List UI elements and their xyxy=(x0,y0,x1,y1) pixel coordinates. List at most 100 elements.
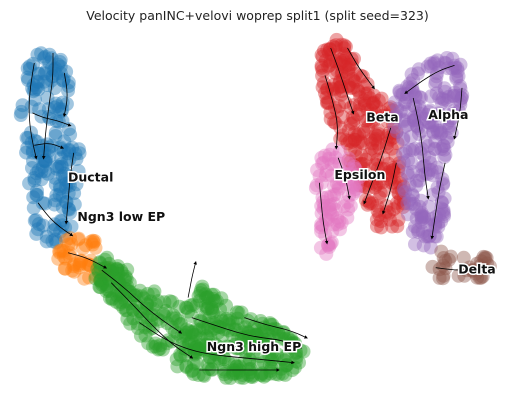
cell-point xyxy=(442,121,456,136)
cell-point xyxy=(289,345,304,360)
cell-point xyxy=(348,67,363,82)
cell-point xyxy=(209,294,224,309)
cell-point xyxy=(432,270,447,285)
cell-point xyxy=(393,104,408,119)
cell-point xyxy=(220,339,235,354)
cell-point xyxy=(322,199,337,214)
cell-point xyxy=(474,254,489,269)
cell-point xyxy=(321,238,335,253)
cell-point xyxy=(135,307,150,322)
cell-point xyxy=(366,95,381,110)
cell-point xyxy=(327,196,342,211)
cell-point xyxy=(264,345,279,360)
streamline xyxy=(347,47,375,90)
cell-point xyxy=(63,231,78,246)
cell-point xyxy=(223,311,237,326)
cell-point xyxy=(270,347,285,362)
cell-point xyxy=(397,196,411,211)
cell-point xyxy=(243,369,258,384)
cell-point xyxy=(130,316,145,331)
cell-point xyxy=(357,93,372,108)
cell-point xyxy=(451,268,466,283)
cell-point xyxy=(413,145,428,160)
cell-point xyxy=(165,334,179,349)
cell-point xyxy=(118,294,133,309)
cell-point xyxy=(450,64,465,78)
cell-point xyxy=(320,95,335,110)
cell-point xyxy=(341,57,356,72)
cell-point xyxy=(323,205,338,220)
cell-point xyxy=(387,95,402,110)
cell-point xyxy=(54,157,69,172)
cell-point xyxy=(429,69,444,84)
cell-point xyxy=(204,362,219,377)
cell-point xyxy=(368,106,383,121)
cell-point xyxy=(214,291,229,306)
cell-point xyxy=(113,297,128,311)
cell-point xyxy=(320,42,335,57)
cluster-label-epsilon: Epsilon xyxy=(334,167,385,182)
cell-point xyxy=(178,325,193,340)
cell-point xyxy=(165,311,180,326)
cell-point xyxy=(392,83,407,98)
cell-point xyxy=(411,225,426,240)
cell-point xyxy=(379,139,394,154)
cell-point xyxy=(332,156,347,171)
cell-point xyxy=(408,90,423,104)
cell-point xyxy=(409,173,424,188)
cell-point xyxy=(316,155,331,170)
cell-point xyxy=(396,155,411,170)
cell-point xyxy=(358,86,373,101)
cell-point xyxy=(388,110,403,125)
cell-point xyxy=(222,317,236,332)
cell-point xyxy=(159,336,174,351)
cell-point xyxy=(370,203,385,218)
cell-point xyxy=(343,142,358,157)
cell-point xyxy=(71,142,86,157)
cell-point xyxy=(339,133,354,148)
cell-point xyxy=(414,193,428,208)
cell-point xyxy=(205,303,220,317)
cell-point xyxy=(323,112,338,126)
cell-point xyxy=(383,170,398,185)
cell-point xyxy=(422,150,437,165)
cell-point xyxy=(118,269,133,284)
cell-point xyxy=(102,283,117,298)
cell-point xyxy=(409,119,424,134)
cell-point xyxy=(435,91,450,106)
cell-point xyxy=(30,222,45,237)
cell-point xyxy=(391,159,406,174)
cell-point xyxy=(116,300,131,315)
cell-point xyxy=(440,93,455,108)
cell-point xyxy=(405,164,420,179)
cell-point xyxy=(362,196,377,211)
cell-point xyxy=(437,81,452,96)
streamline xyxy=(67,252,108,269)
cell-point xyxy=(328,115,343,130)
cell-point xyxy=(343,198,358,213)
cell-point xyxy=(420,59,435,74)
cell-point xyxy=(453,94,468,109)
cell-point xyxy=(155,342,170,357)
cell-point xyxy=(175,336,190,351)
cell-point xyxy=(217,367,232,382)
cell-point xyxy=(330,211,345,226)
cell-point xyxy=(422,105,437,120)
cell-point xyxy=(385,103,400,118)
cell-point xyxy=(398,185,413,200)
streamline xyxy=(330,47,355,115)
cell-point xyxy=(52,102,67,116)
cell-point xyxy=(167,324,182,339)
cell-point xyxy=(276,325,291,339)
cell-point xyxy=(51,251,66,266)
cell-point xyxy=(173,347,188,362)
cell-point xyxy=(192,323,207,338)
cell-point xyxy=(61,176,76,190)
cell-point xyxy=(365,196,380,211)
cell-point xyxy=(56,243,71,258)
cell-point xyxy=(396,146,410,161)
cell-point xyxy=(358,96,372,111)
cell-point xyxy=(197,368,212,383)
cell-point xyxy=(335,172,350,187)
cluster-label-beta: Beta xyxy=(366,109,398,124)
